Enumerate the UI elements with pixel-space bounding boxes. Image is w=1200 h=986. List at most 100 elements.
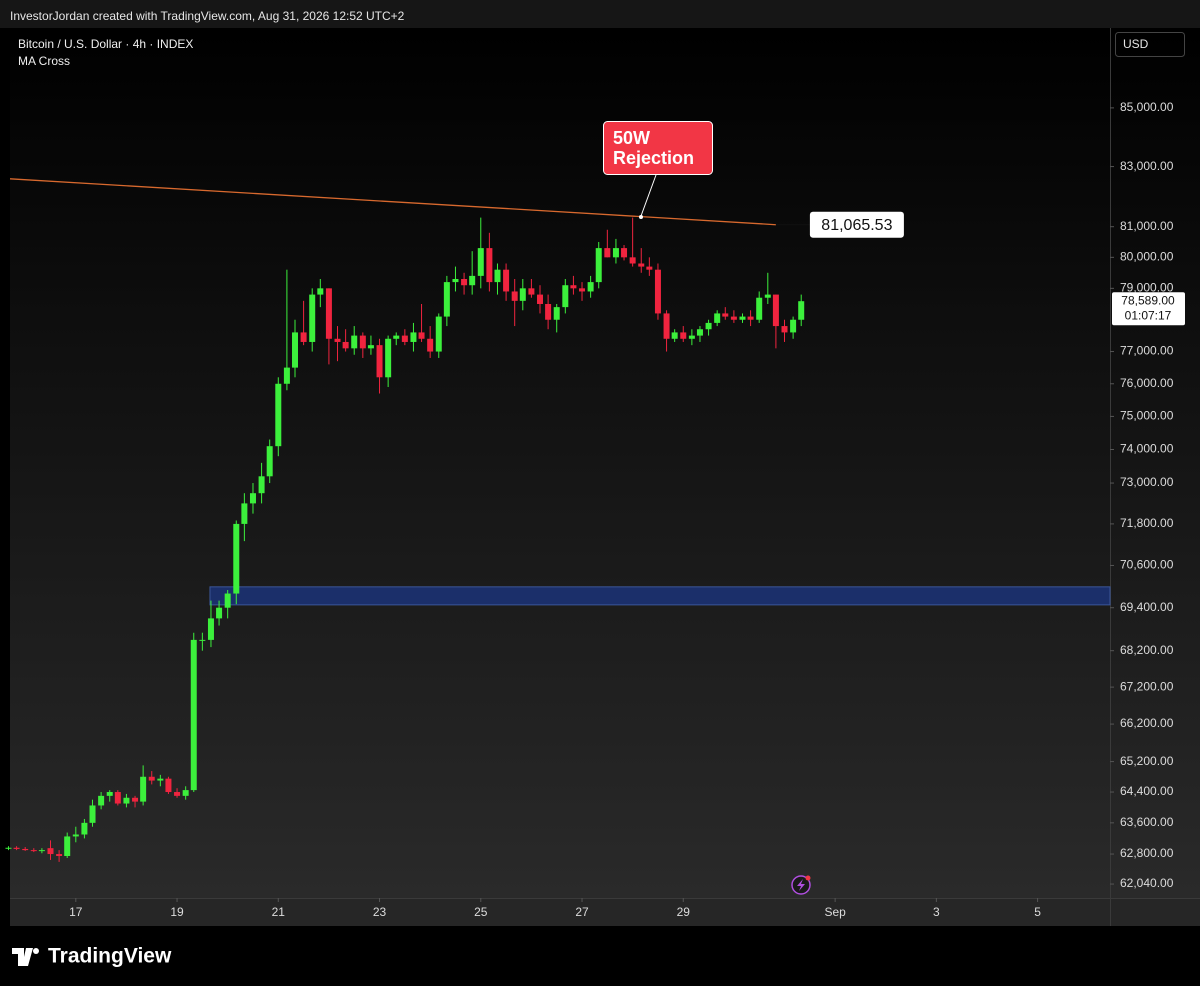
annotation-box bbox=[603, 121, 713, 175]
x-tick-label: 17 bbox=[69, 905, 83, 919]
candle-body bbox=[207, 618, 214, 640]
candle-body bbox=[182, 790, 189, 796]
candle-body bbox=[190, 639, 197, 791]
candle-body bbox=[224, 593, 231, 608]
candle-body bbox=[334, 338, 341, 342]
candle-body bbox=[663, 313, 670, 339]
candle-body bbox=[519, 288, 526, 301]
brand-logo bbox=[12, 948, 39, 966]
candle-body bbox=[612, 248, 619, 258]
candle-body bbox=[401, 335, 408, 342]
brand: TradingView bbox=[48, 945, 172, 968]
candle-body bbox=[739, 316, 746, 320]
candle-body bbox=[325, 288, 332, 339]
symbol-title: Bitcoin / U.S. Dollar · 4h · INDEX bbox=[18, 37, 193, 51]
candle-body bbox=[604, 248, 611, 258]
watermark: InvestorJordan created with TradingView.… bbox=[10, 9, 405, 23]
candle-body bbox=[216, 607, 223, 619]
x-tick-label: Sep bbox=[824, 905, 846, 919]
candle-body bbox=[595, 248, 602, 283]
candle-body bbox=[13, 847, 20, 849]
candle-body bbox=[790, 319, 797, 333]
candle-body bbox=[140, 776, 147, 802]
candle-body bbox=[81, 822, 88, 835]
candle-body bbox=[89, 805, 96, 823]
candle-body bbox=[241, 503, 248, 524]
ma-label-box bbox=[809, 211, 904, 238]
y-tick-label: 63,600.00 bbox=[1120, 815, 1174, 829]
candle-body bbox=[570, 285, 577, 289]
candle-body bbox=[798, 301, 805, 320]
candle-body bbox=[579, 288, 586, 292]
currency-box[interactable] bbox=[1115, 32, 1185, 57]
y-tick-label: 68,200.00 bbox=[1120, 643, 1174, 657]
ma-line bbox=[9, 178, 776, 226]
candle-body bbox=[283, 367, 290, 384]
candle-body bbox=[427, 338, 434, 352]
x-tick-label: 25 bbox=[474, 905, 488, 919]
annotation-text: Rejection bbox=[613, 148, 694, 168]
candle-body bbox=[696, 329, 703, 336]
candle-body bbox=[56, 854, 63, 857]
icon-dot bbox=[805, 875, 811, 881]
logo-mark bbox=[12, 948, 33, 966]
candle-body bbox=[148, 776, 155, 781]
icon-bolt bbox=[797, 879, 805, 891]
candle-body bbox=[730, 316, 737, 320]
candle-body bbox=[756, 297, 763, 320]
candle-body bbox=[562, 285, 569, 308]
currency[interactable]: USD bbox=[1123, 37, 1149, 51]
candle-body bbox=[376, 345, 383, 378]
candle-body bbox=[494, 269, 501, 283]
candle-body bbox=[511, 291, 518, 301]
y-tick-label: 65,200.00 bbox=[1120, 754, 1174, 768]
last-price: 78,589.00 bbox=[1121, 293, 1175, 307]
candle-body bbox=[106, 792, 113, 796]
y-tick-label: 69,400.00 bbox=[1120, 600, 1174, 614]
time-axis bbox=[10, 898, 1200, 926]
candle-body bbox=[486, 248, 493, 283]
y-tick-label: 64,400.00 bbox=[1120, 784, 1174, 798]
candle-body bbox=[275, 383, 282, 447]
candle-body bbox=[764, 294, 771, 298]
candle-body bbox=[157, 778, 164, 781]
x-tick-label: 23 bbox=[373, 905, 387, 919]
candle-body bbox=[132, 797, 139, 802]
candle-body bbox=[772, 294, 779, 327]
candle-body bbox=[638, 263, 645, 267]
marks: 85,000.00 83,000.00 81,000.00 80,000.00 79,0… bbox=[5, 100, 1185, 919]
candle-body bbox=[621, 248, 628, 258]
candle-body bbox=[781, 326, 788, 333]
plot-area bbox=[10, 28, 1110, 898]
lightning-icon[interactable] bbox=[791, 875, 811, 895]
candle-body bbox=[747, 316, 754, 320]
candle-body bbox=[443, 282, 450, 317]
candle-body bbox=[300, 332, 307, 342]
candle-body bbox=[477, 248, 484, 276]
candle-body bbox=[22, 848, 29, 851]
y-tick-label: 74,000.00 bbox=[1120, 442, 1174, 456]
candle-body bbox=[30, 850, 37, 852]
candle-body bbox=[47, 848, 54, 855]
x-tick-label: 29 bbox=[677, 905, 691, 919]
candle-body bbox=[72, 834, 79, 837]
candle-body bbox=[5, 847, 12, 849]
candle-body bbox=[461, 278, 468, 286]
candle-body bbox=[418, 332, 425, 339]
candle-body bbox=[680, 332, 687, 339]
candle-body bbox=[114, 792, 121, 804]
y-tick-label: 67,200.00 bbox=[1120, 679, 1174, 693]
candle-body bbox=[714, 313, 721, 323]
countdown: 01:07:17 bbox=[1125, 308, 1172, 322]
candle-body bbox=[359, 335, 366, 349]
candle-body bbox=[38, 850, 45, 852]
logo-dot bbox=[33, 948, 39, 954]
candle-body bbox=[317, 288, 324, 295]
candle-body bbox=[587, 282, 594, 292]
candle-body bbox=[291, 332, 298, 368]
candle-body bbox=[503, 269, 510, 292]
y-tick-label: 75,000.00 bbox=[1120, 409, 1174, 423]
annotation-pointer bbox=[640, 174, 657, 217]
y-tick-label: 66,200.00 bbox=[1120, 716, 1174, 730]
